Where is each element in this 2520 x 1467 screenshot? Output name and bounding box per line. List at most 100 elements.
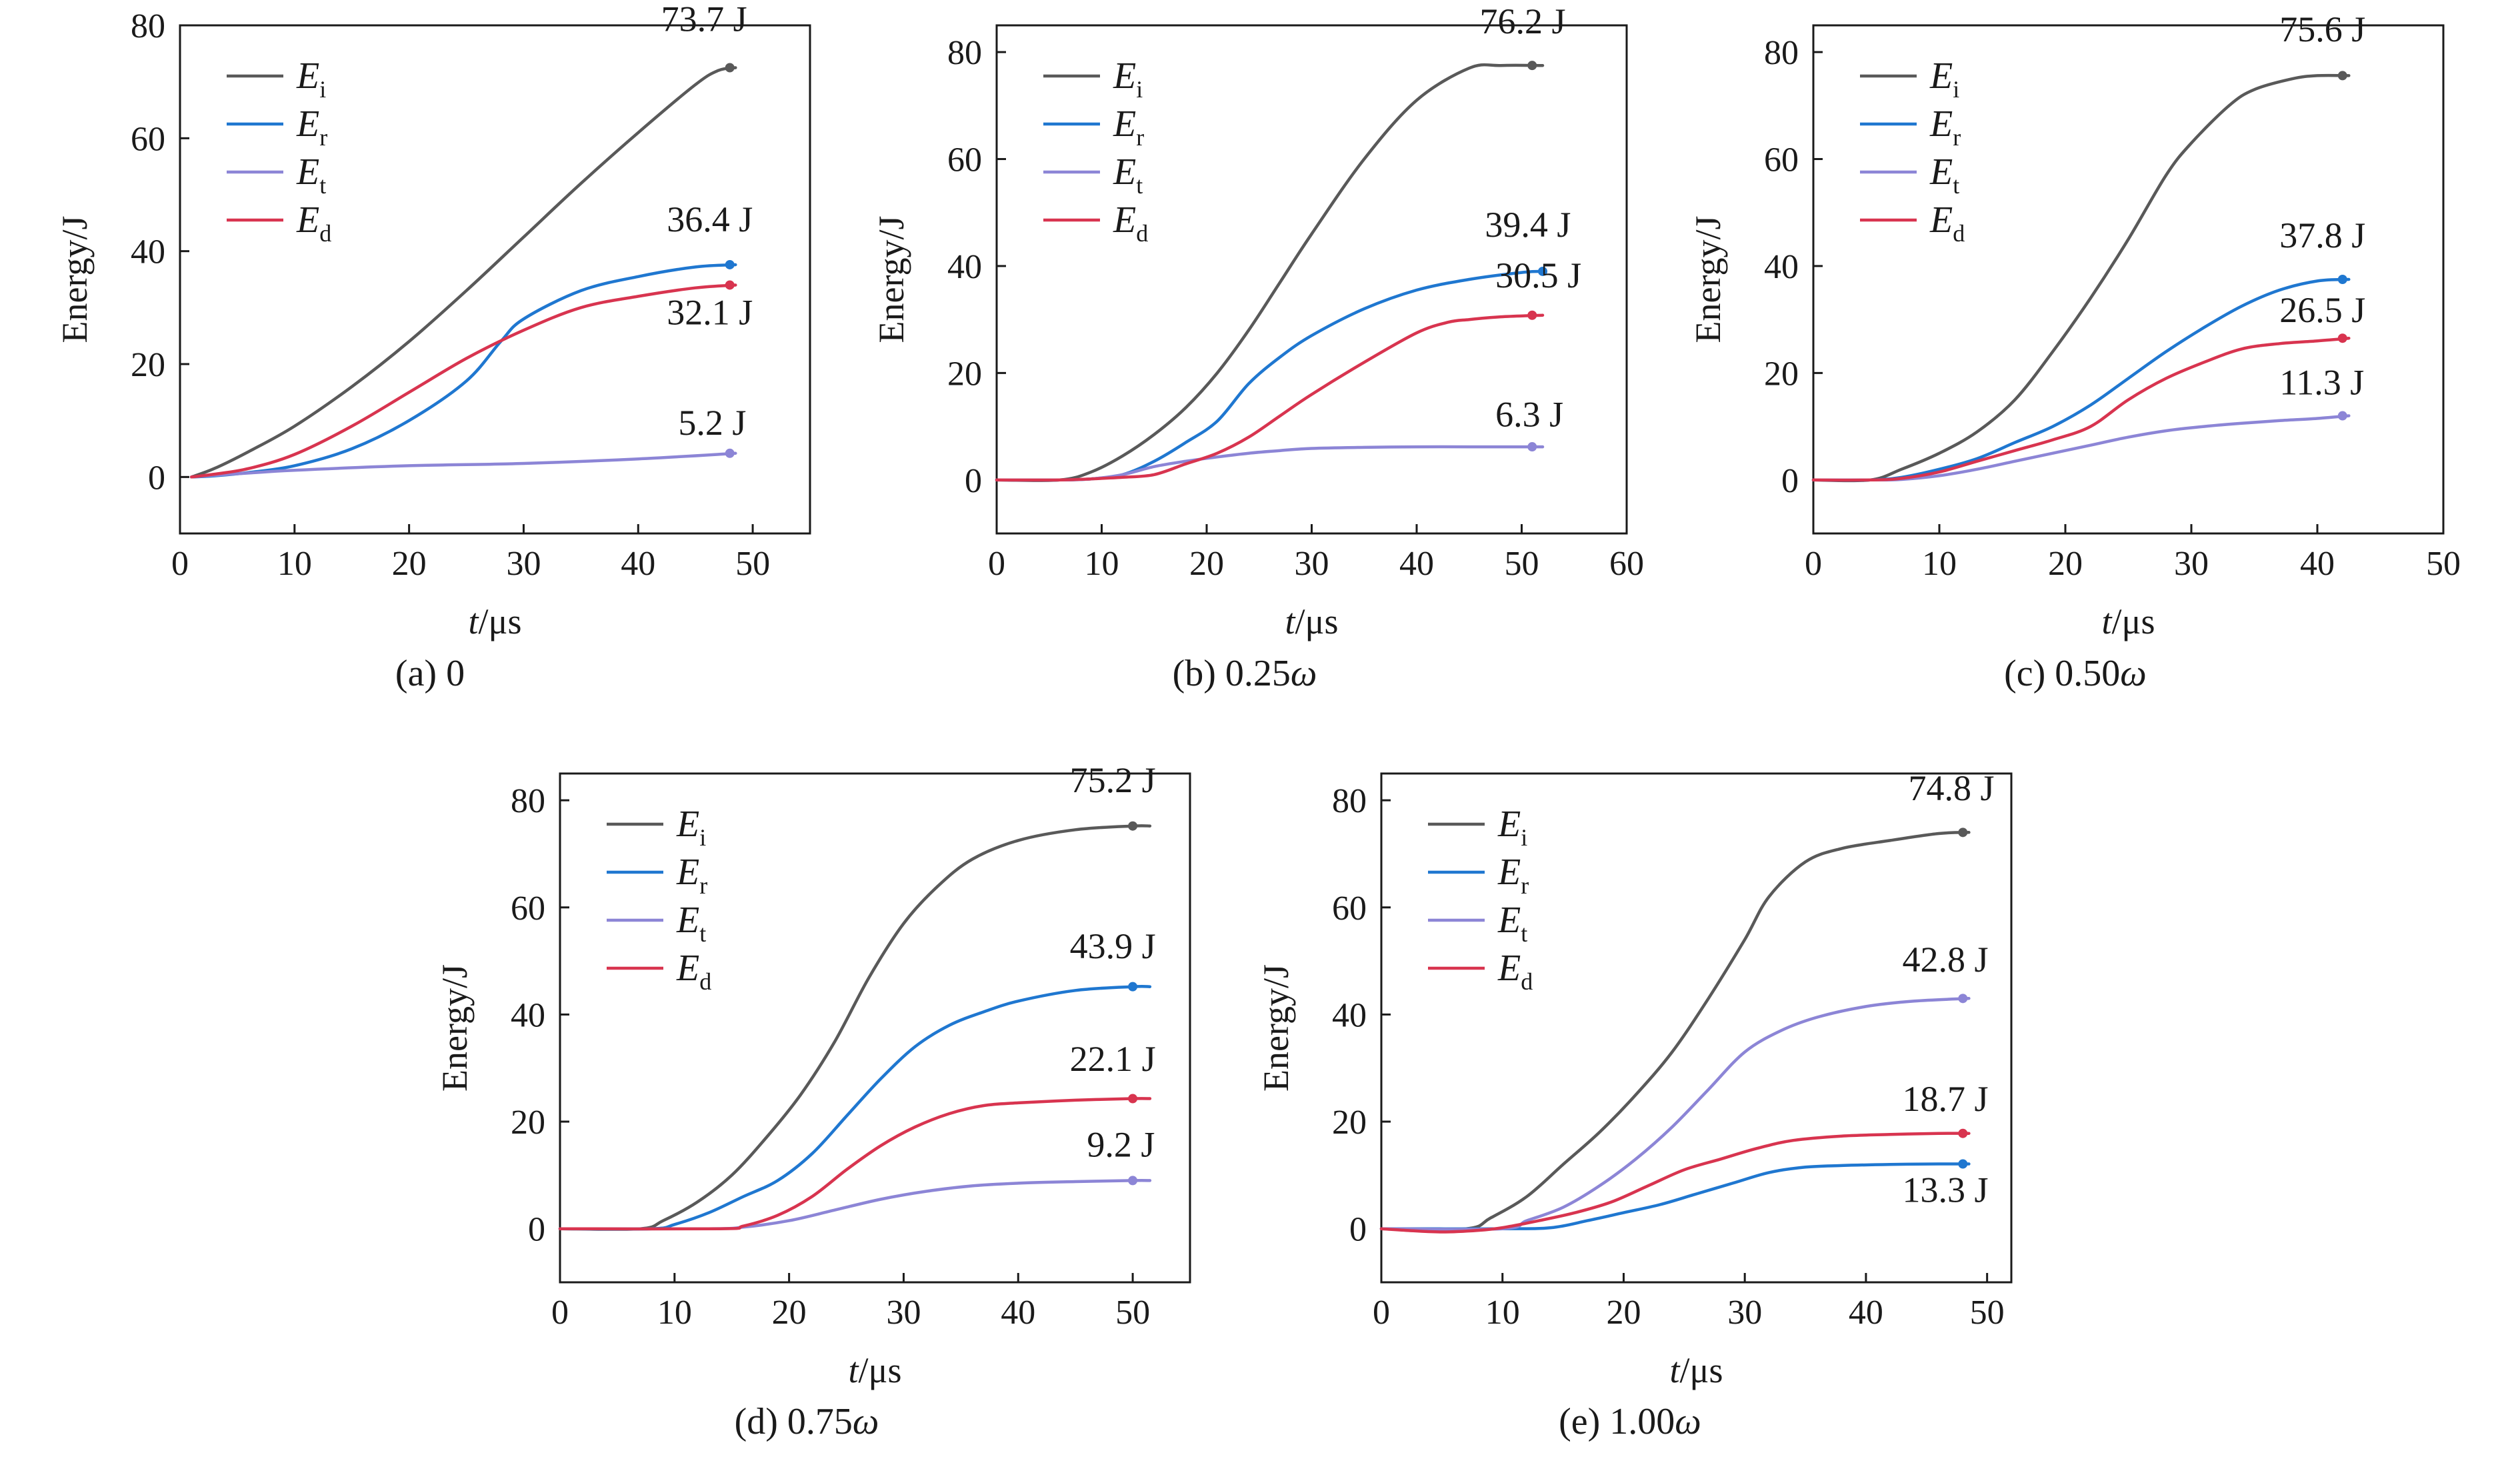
plot-frame [179, 24, 811, 535]
plot-frame [559, 772, 1191, 1284]
data-label: 74.8 J [1909, 768, 1995, 808]
data-label: 42.8 J [1902, 940, 1988, 980]
x-tick-label: 40 [621, 545, 655, 583]
series-line-e-r [558, 985, 1152, 1231]
y-tick-label: 40 [947, 248, 982, 286]
data-label: 22.1 J [1070, 1039, 1156, 1079]
x-tick-label: 20 [1606, 1294, 1641, 1332]
data-label: 75.6 J [2279, 9, 2365, 49]
legend-symbol: E [296, 55, 319, 97]
panel-caption: (e) 1.00ω [1559, 1401, 1701, 1442]
x-tick-label: 50 [2426, 545, 2461, 583]
legend-subscript: d [1136, 220, 1148, 247]
legend-subscript: d [319, 220, 331, 247]
panel-caption: (d) 0.75ω [735, 1401, 879, 1442]
legend-subscript: d [699, 968, 711, 995]
legend-symbol: E [676, 804, 699, 845]
x-axis-label: t/μs [2102, 601, 2155, 641]
series-line-e-d [995, 313, 1545, 482]
plot-frame [1812, 24, 2445, 535]
y-tick-label: 0 [148, 459, 165, 497]
y-tick-label: 40 [1332, 996, 1367, 1034]
y-tick-label: 80 [511, 782, 545, 820]
panel-caption-omega: ω [1675, 1401, 1701, 1442]
y-tick-label: 0 [1781, 462, 1799, 500]
panel-caption-omega: ω [853, 1401, 879, 1442]
data-label: 30.5 J [1495, 255, 1581, 295]
x-tick-label: 10 [1085, 545, 1119, 583]
legend-subscript: r [1136, 124, 1144, 151]
legend-subscript: t [1136, 172, 1143, 199]
series-line-e-d [558, 1097, 1152, 1231]
x-tick-label: 30 [886, 1294, 921, 1332]
y-tick-label: 20 [511, 1104, 545, 1142]
y-tick-label: 60 [131, 120, 165, 158]
data-label: 37.8 J [2279, 215, 2365, 255]
x-tick-label: 10 [277, 545, 312, 583]
legend-subscript: i [319, 76, 326, 103]
series-line-e-d [1811, 336, 2351, 482]
data-label: 39.4 J [1485, 205, 1571, 245]
legend-subscript: r [699, 872, 707, 899]
x-axis-label-unit: /μs [1680, 1350, 1723, 1390]
data-point-marker [1128, 1176, 1138, 1186]
legend-symbol: E [1497, 852, 1521, 893]
legend-symbol: E [1497, 900, 1521, 941]
x-axis-label: t/μs [1285, 601, 1339, 641]
data-point-marker [1128, 982, 1138, 992]
series-line-e-i [558, 824, 1152, 1231]
legend-entry: Ei [1929, 55, 1959, 103]
x-tick-label: 30 [2174, 545, 2209, 583]
data-point-marker [1128, 1094, 1138, 1104]
series-line-e-t [1379, 997, 1971, 1231]
panel-caption-omega: ω [2120, 653, 2147, 694]
series-line-e-t [558, 1179, 1152, 1231]
legend-symbol: E [1929, 55, 1953, 97]
legend-subscript: t [319, 172, 326, 199]
x-tick-label: 10 [1485, 1294, 1520, 1332]
x-axis-label-unit: /μs [2112, 601, 2155, 641]
x-tick-label: 40 [1399, 545, 1434, 583]
panel-caption-text: (d) 0.75 [735, 1401, 853, 1442]
panel-caption: (a) 0 [395, 653, 465, 694]
legend-symbol: E [1497, 804, 1521, 845]
x-tick-label: 60 [1609, 545, 1644, 583]
legend-symbol: E [1113, 55, 1136, 97]
legend-subscript: t [1953, 172, 1959, 199]
legend-entry: Et [1497, 900, 1527, 947]
legend-symbol: E [1113, 199, 1136, 241]
legend-entry: Et [676, 900, 706, 947]
legend-entry: Er [676, 852, 707, 899]
x-axis-label-unit: /μs [859, 1350, 902, 1390]
x-tick-label: 0 [171, 545, 189, 583]
legend-entry: Ed [1497, 948, 1533, 995]
legend-entry: Ei [1497, 804, 1527, 851]
panel-caption-text: (c) 0.50 [2004, 653, 2120, 694]
legend-symbol: E [296, 151, 319, 193]
x-tick-label: 20 [772, 1294, 807, 1332]
data-point-marker [725, 280, 735, 290]
legend-entry: Et [1113, 151, 1143, 199]
y-tick-label: 60 [511, 890, 545, 928]
legend-entry: Ed [676, 948, 711, 995]
legend-subscript: d [1953, 220, 1965, 247]
legend-symbol: E [296, 199, 319, 241]
legend-subscript: t [699, 920, 706, 947]
x-tick-label: 20 [1189, 545, 1224, 583]
legend-symbol: E [676, 948, 699, 989]
legend-subscript: r [1521, 872, 1529, 899]
legend-entry: Ei [1113, 55, 1143, 103]
series-line-e-i [995, 63, 1545, 482]
chart-panel-1: 0 10 20 30 40 50 0 20 40 60 80 t/μs Energy/J (a) 0 73.… [55, 0, 811, 694]
data-point-marker [1527, 61, 1537, 71]
x-tick-label: 40 [1001, 1294, 1035, 1332]
data-label: 36.4 J [667, 199, 753, 239]
y-tick-label: 40 [1764, 248, 1799, 286]
data-point-marker [1128, 821, 1138, 831]
chart-panel-5: 0 10 20 30 40 50 0 20 40 60 80 t/μs Energy/J (e) 1.00… [1256, 768, 2013, 1442]
x-axis-label-var: t [1285, 601, 1297, 641]
legend-symbol: E [1497, 948, 1521, 989]
data-label: 75.2 J [1070, 760, 1156, 800]
